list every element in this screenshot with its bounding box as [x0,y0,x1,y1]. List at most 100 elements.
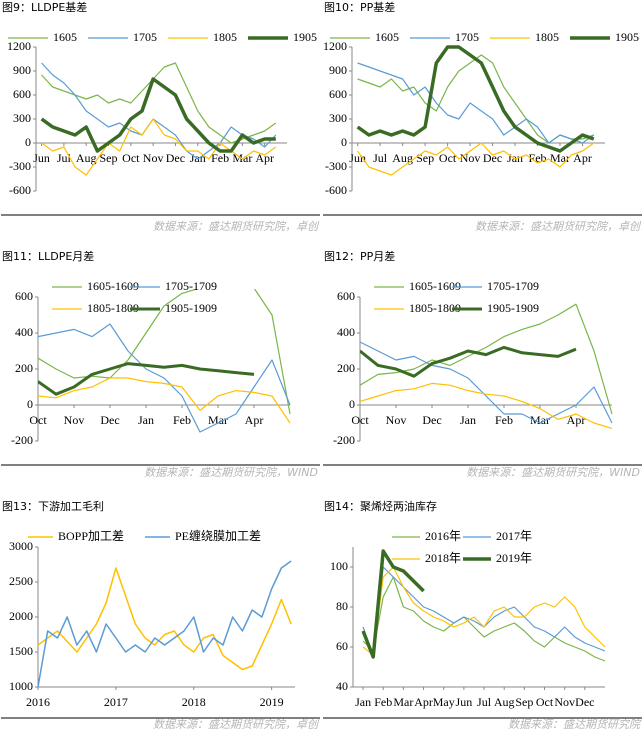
x-tick-label: Jan [507,151,523,165]
legend-label: 1805-1809 [87,301,139,315]
x-tick-label: Dec [483,151,502,165]
series-line [360,345,577,378]
legend-label: 1905 [615,30,639,44]
legend-label: 1905 [293,30,317,44]
y-tick-label: 100 [330,559,348,573]
x-tick-label: Apr [573,151,592,165]
series-line [38,289,291,415]
series-line [41,62,277,160]
x-tick-label: Mar [232,151,252,165]
source-note: 数据来源：盛达期货研究院，卓创 [153,718,320,731]
legend-label: 1905-1909 [487,301,539,315]
legend-label: 1805-1809 [409,301,461,315]
chart-title: 图11：LLDPE月差 [2,249,94,263]
x-tick-label: Mar [208,413,228,427]
source-note: 数据来源：盛达期货研究院，卓创 [153,220,320,233]
x-tick-label: Apr [255,151,274,165]
series-line [361,549,425,659]
y-tick-label: -300 [325,159,347,173]
x-tick-label: Aug [392,151,413,165]
x-tick-label: Sep [515,695,533,709]
series-line [360,382,613,429]
legend-label: 1805 [213,30,237,44]
series-line [41,118,277,176]
legend-label: 1705 [133,30,157,44]
x-tick-label: Nov [554,695,575,709]
series-line [38,377,291,424]
x-tick-label: Sep [100,151,118,165]
x-tick-label: Nov [386,413,407,427]
x-tick-label: Aug [494,695,515,709]
x-tick-label: Dec [166,151,185,165]
legend-label: 1705-1709 [487,279,539,293]
legend-label: 1605 [53,30,77,44]
x-tick-label: 2019 [260,695,284,709]
series-line [38,323,291,433]
y-tick-label: 600 [337,289,355,303]
series-line [356,45,595,153]
y-tick-label: 900 [13,63,31,77]
y-tick-label: 600 [13,87,31,101]
y-tick-label: 900 [329,63,347,77]
chart-title: 图10：PP基差 [324,0,395,14]
x-tick-label: Oct [351,413,369,427]
chart-title: 图14：聚烯烃两油库存 [324,499,437,513]
x-tick-label: Nov [64,413,85,427]
series-line [38,567,292,671]
y-tick-label: -200 [11,433,33,447]
y-tick-label: 400 [15,325,33,339]
source-note: 数据来源：盛达期货研究院，WIND [144,466,318,479]
x-tick-label: Jan [138,413,154,427]
series-line [362,576,606,662]
series-line [38,362,255,396]
x-tick-label: May [433,695,455,709]
x-tick-label: Dec [100,413,119,427]
y-tick-label: 1500 [9,644,33,658]
x-tick-label: Feb [211,151,229,165]
x-tick-label: Jun [456,695,473,709]
x-tick-label: Jul [477,695,492,709]
source-note: 数据来源：盛达期货研究院，WIND [466,466,640,479]
y-tick-label: 0 [27,397,33,411]
x-tick-label: Mar [530,413,550,427]
x-tick-label: Oct [536,695,554,709]
legend-label: 1705 [455,30,479,44]
y-tick-label: 1200 [323,39,347,53]
series-line [41,62,277,144]
series-line [357,62,595,144]
y-tick-label: 0 [341,135,347,149]
y-tick-label: 300 [329,111,347,125]
x-tick-label: Jun [349,151,366,165]
x-tick-label: Apr [245,413,264,427]
x-tick-label: 2016 [26,695,50,709]
series-line [362,566,606,658]
legend-label: PE缠绕膜加工差 [175,528,261,543]
x-tick-label: Jan [355,695,371,709]
legend-label: BOPP加工差 [58,529,124,543]
x-tick-label: Oct [439,151,457,165]
legend-label: 1605-1609 [87,279,139,293]
x-tick-label: Nov [143,151,164,165]
x-tick-label: Feb [374,695,392,709]
series-line [357,54,595,144]
x-tick-label: Feb [173,413,191,427]
legend-label: 2017年 [496,529,532,543]
y-tick-label: 60 [336,639,348,653]
series-line [360,341,613,424]
legend-label: 2019年 [496,551,532,565]
x-tick-label: Mar [393,695,413,709]
chart-title: 图9：LLDPE基差 [2,0,87,14]
y-tick-label: 2500 [9,574,33,588]
legend-label: 2016年 [425,529,461,543]
x-tick-label: Oct [122,151,140,165]
y-tick-label: 1000 [9,679,33,693]
y-tick-label: 80 [336,599,348,613]
series-line [40,77,276,153]
series-line [362,566,606,656]
